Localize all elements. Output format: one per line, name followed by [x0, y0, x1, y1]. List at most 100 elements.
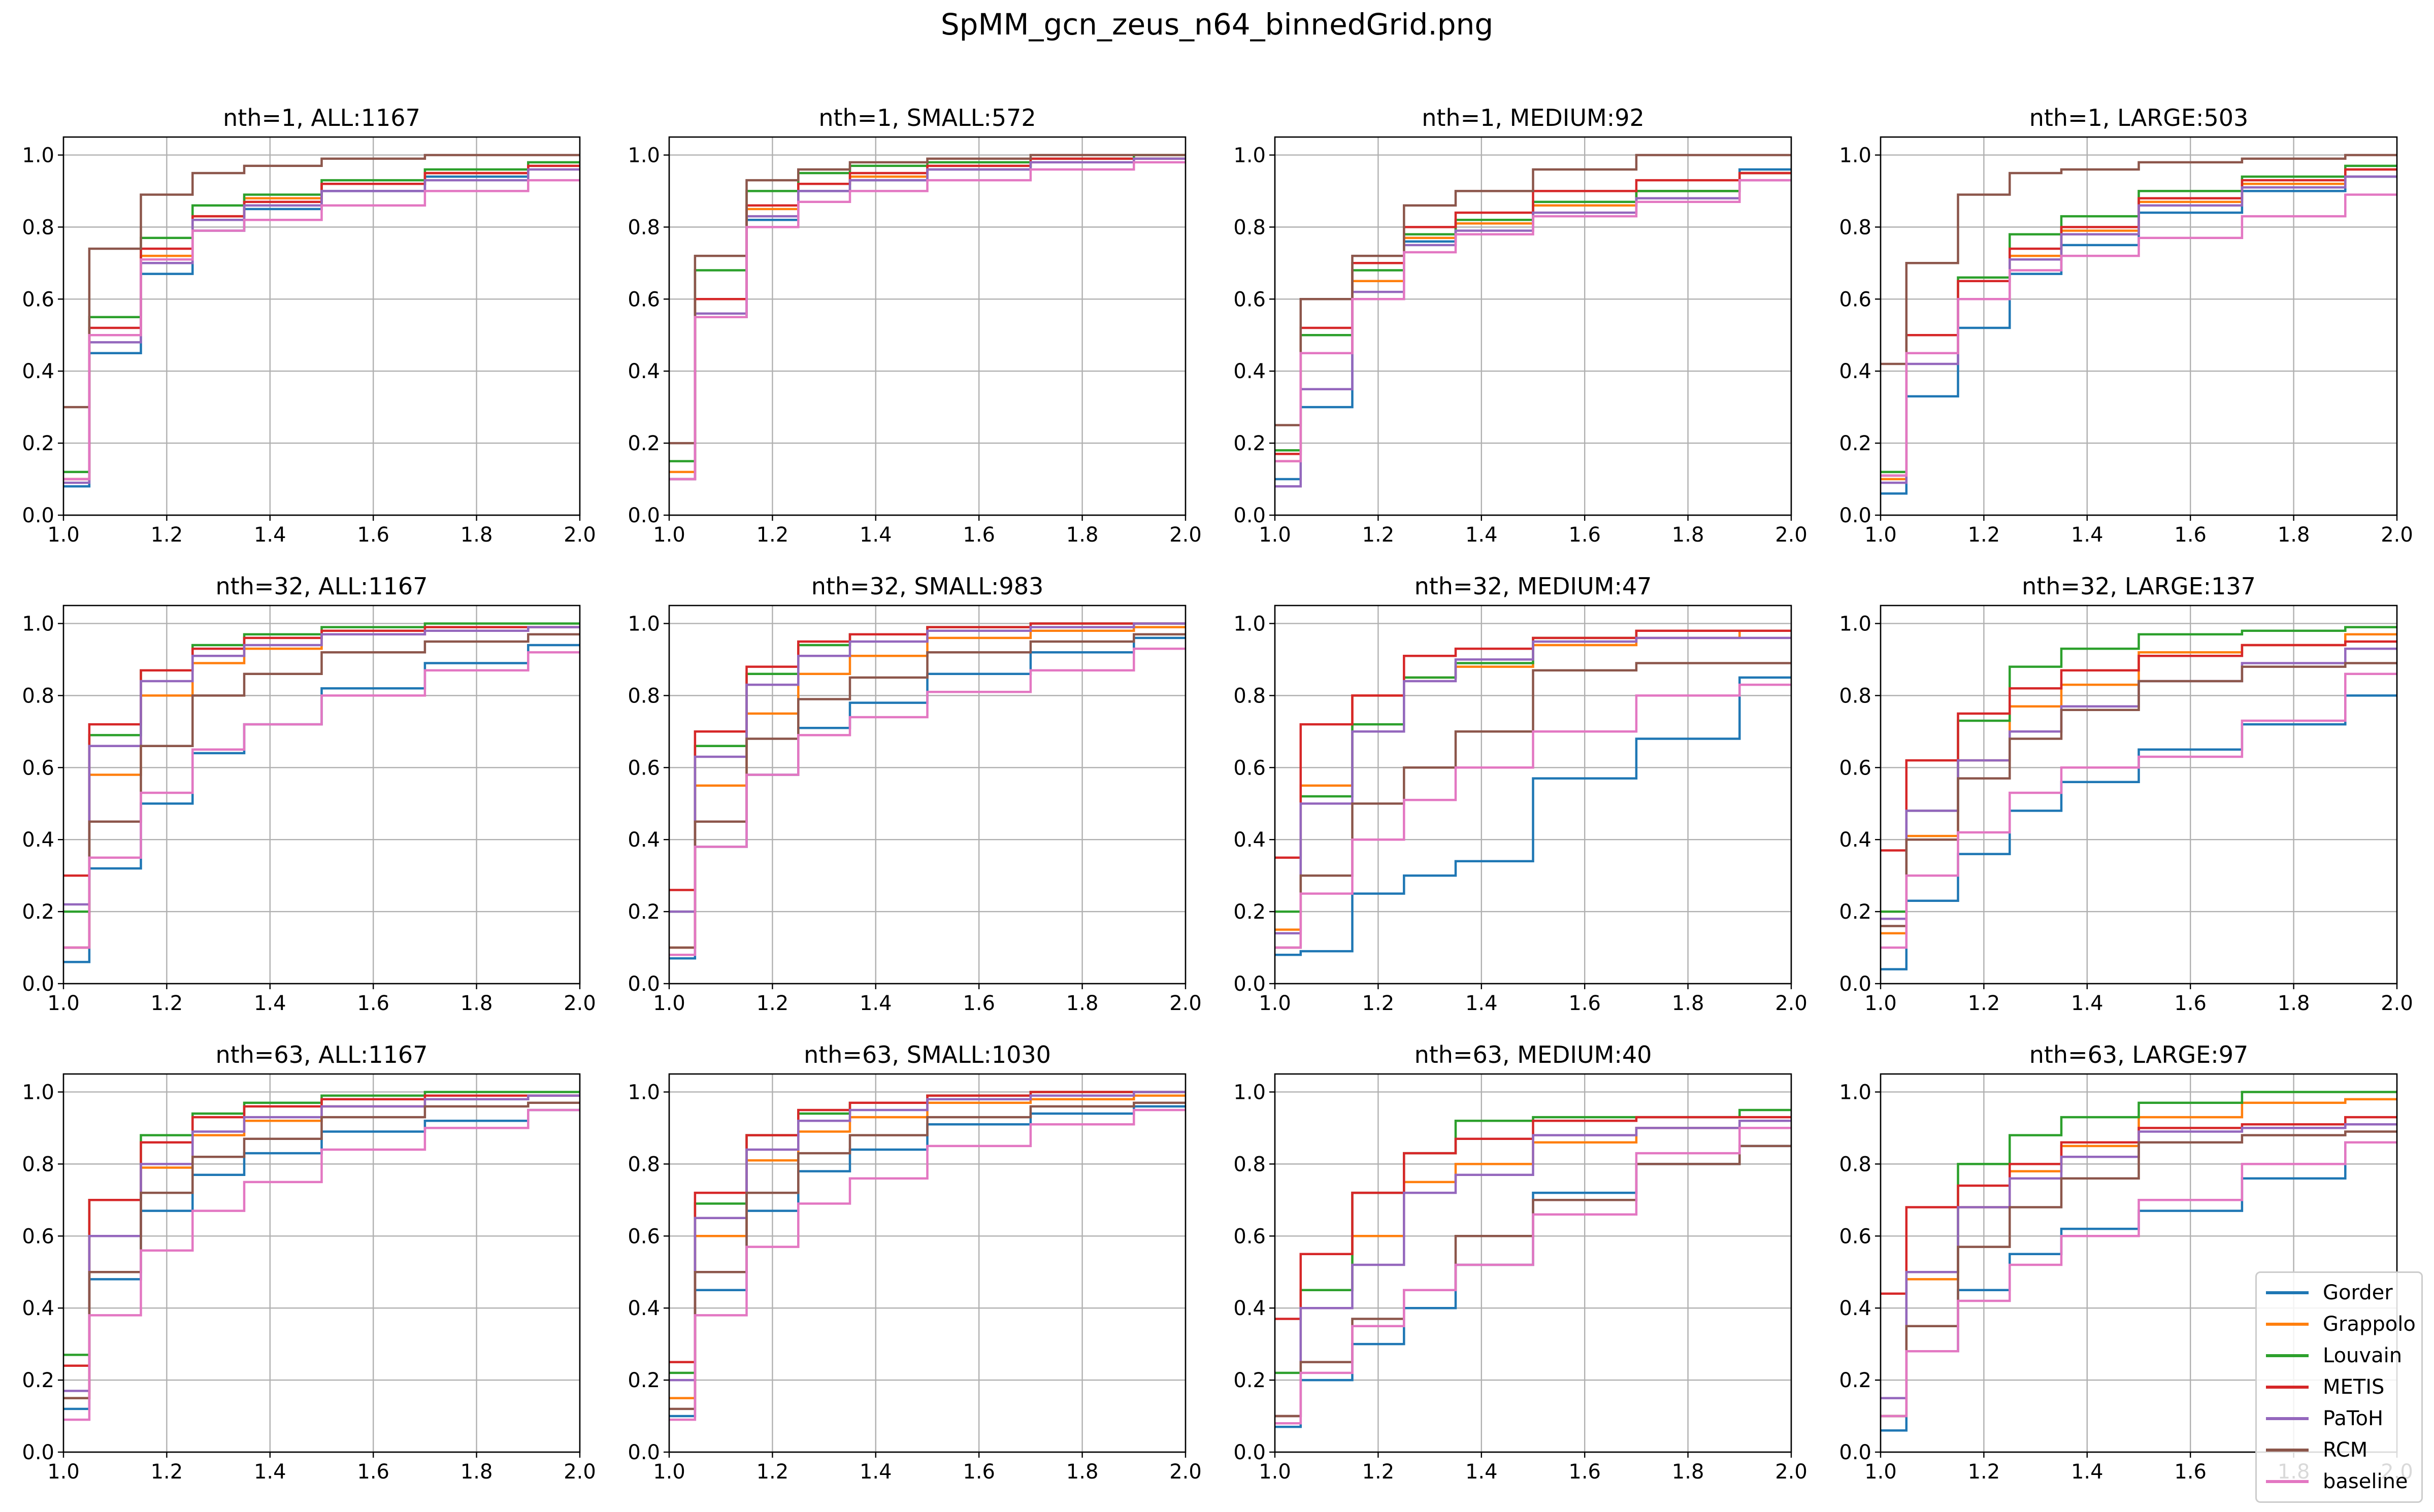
y-tick-label: 0.2 [1233, 1369, 1266, 1392]
x-tick-label: 1.4 [860, 1460, 892, 1484]
series-line-baseline [1881, 1141, 2397, 1418]
y-tick-label: 0.4 [1233, 1297, 1266, 1320]
y-tick-label: 0.0 [1233, 972, 1266, 996]
legend-label: baseline [2323, 1470, 2408, 1493]
series-line-Grappolo [669, 1094, 1186, 1399]
legend-item: METIS [2257, 1371, 2421, 1403]
y-tick-label: 0.6 [1233, 1225, 1266, 1248]
y-tick-label: 1.0 [22, 144, 54, 167]
x-tick-label: 1.4 [1465, 992, 1498, 1015]
x-tick-label: 2.0 [2381, 523, 2413, 547]
y-tick-label: 0.8 [628, 216, 660, 239]
axes-frame [1274, 604, 1792, 985]
series-line-RCM [63, 633, 580, 949]
x-tick-label: 1.6 [2174, 992, 2207, 1015]
x-tick-label: 1.8 [1066, 992, 1099, 1015]
x-tick-label: 1.2 [1968, 1460, 2000, 1484]
legend-swatch [2266, 1449, 2309, 1452]
y-tick-label: 0.4 [1839, 1297, 1871, 1320]
subplot-2: 1.0 1.2 1.4 1.6 1.8 2.0 0.0 0.2 0.4 0.6 0.8 1.0 nth=… [1233, 104, 1807, 547]
y-tick-label: 1.0 [1839, 144, 1871, 167]
subplot-6: 1.0 1.2 1.4 1.6 1.8 2.0 0.0 0.2 0.4 0.6 0.8 1.0 nth=… [1233, 573, 1807, 1015]
x-tick-label: 1.2 [1362, 523, 1395, 547]
x-tick-label: 1.8 [2278, 992, 2310, 1015]
series-line-RCM [669, 154, 1186, 445]
series-line-METIS [1881, 640, 2397, 852]
x-tick-label: 2.0 [1775, 523, 1807, 547]
series-line-RCM [1881, 1130, 2397, 1418]
subplot-title: nth=1, ALL:1167 [223, 104, 420, 131]
x-tick-label: 1.4 [2071, 1460, 2103, 1484]
y-tick-label: 1.0 [22, 612, 54, 635]
x-tick-label: 1.2 [151, 1460, 183, 1484]
y-tick-label: 0.0 [1233, 504, 1266, 527]
subplot-9: 1.0 1.2 1.4 1.6 1.8 2.0 0.0 0.2 0.4 0.6 0.8 1.0 nth=… [628, 1041, 1201, 1484]
legend-item: Louvain [2257, 1340, 2421, 1371]
x-tick-label: 1.8 [1066, 1460, 1099, 1484]
x-tick-label: 1.6 [963, 523, 995, 547]
series-line-METIS [1881, 1116, 2397, 1295]
series-line-PaToH [669, 157, 1186, 481]
series-line-Gorder [669, 1105, 1186, 1418]
x-tick-label: 1.2 [756, 1460, 789, 1484]
series-line-RCM [63, 154, 580, 409]
x-tick-label: 1.4 [254, 523, 286, 547]
x-tick-label: 1.6 [357, 992, 389, 1015]
y-tick-label: 0.4 [628, 828, 660, 852]
x-tick-label: 1.4 [254, 992, 286, 1015]
series-line-PaToH [1881, 1123, 2397, 1399]
x-tick-label: 1.4 [2071, 523, 2103, 547]
x-tick-label: 1.6 [2174, 523, 2207, 547]
x-tick-label: 1.0 [653, 1460, 685, 1484]
subplot-3: 1.0 1.2 1.4 1.6 1.8 2.0 0.0 0.2 0.4 0.6 0.8 1.0 nth=… [1839, 104, 2413, 547]
y-tick-label: 0.0 [1839, 504, 1871, 527]
x-tick-label: 1.0 [1864, 523, 1897, 547]
series-line-PaToH [63, 626, 580, 906]
series-line-baseline [1275, 1127, 1791, 1425]
axes-frame [1274, 1073, 1792, 1453]
series-line-baseline [63, 179, 580, 481]
subplot-0: 1.0 1.2 1.4 1.6 1.8 2.0 0.0 0.2 0.4 0.6 0.8 1.0 nth=… [22, 104, 596, 547]
y-tick-label: 1.0 [1839, 1081, 1871, 1104]
x-tick-label: 1.2 [1968, 523, 2000, 547]
y-tick-label: 1.0 [628, 144, 660, 167]
x-tick-label: 1.2 [1968, 992, 2000, 1015]
x-tick-label: 1.2 [1362, 992, 1395, 1015]
y-tick-label: 1.0 [22, 1081, 54, 1104]
series-line-METIS [1275, 172, 1791, 455]
y-tick-label: 0.8 [22, 216, 54, 239]
x-tick-label: 1.2 [756, 523, 789, 547]
axes-frame [62, 136, 581, 516]
x-tick-label: 1.0 [47, 1460, 80, 1484]
x-tick-label: 2.0 [564, 1460, 596, 1484]
y-tick-label: 0.8 [1839, 216, 1871, 239]
subplot-title: nth=63, MEDIUM:40 [1415, 1041, 1652, 1068]
y-tick-label: 0.8 [22, 1153, 54, 1176]
series-line-RCM [1275, 1145, 1791, 1418]
x-tick-label: 1.8 [461, 1460, 493, 1484]
x-tick-label: 1.4 [860, 992, 892, 1015]
series-line-baseline [1881, 193, 2397, 477]
y-tick-label: 1.0 [1233, 612, 1266, 635]
y-tick-label: 0.6 [1233, 288, 1266, 311]
x-tick-label: 1.0 [1864, 992, 1897, 1015]
y-tick-label: 0.4 [1233, 828, 1266, 852]
x-tick-label: 1.8 [461, 523, 493, 547]
x-tick-label: 1.0 [1259, 992, 1291, 1015]
series-line-baseline [1881, 673, 2397, 949]
x-tick-label: 1.0 [653, 992, 685, 1015]
legend-swatch [2266, 1480, 2309, 1483]
series-line-PaToH [1275, 636, 1791, 934]
legend-swatch [2266, 1417, 2309, 1420]
x-tick-label: 2.0 [1775, 1460, 1807, 1484]
y-tick-label: 0.2 [628, 900, 660, 924]
series-line-PaToH [1881, 175, 2397, 484]
y-tick-label: 0.0 [1233, 1441, 1266, 1464]
subplot-title: nth=1, SMALL:572 [818, 104, 1036, 131]
axes-frame [668, 1073, 1187, 1453]
subplot-5: 1.0 1.2 1.4 1.6 1.8 2.0 0.0 0.2 0.4 0.6 0.8 1.0 nth=… [628, 573, 1201, 1015]
subplot-title: nth=1, MEDIUM:92 [1422, 104, 1644, 131]
series-line-baseline [1275, 683, 1791, 949]
series-line-RCM [669, 633, 1186, 949]
